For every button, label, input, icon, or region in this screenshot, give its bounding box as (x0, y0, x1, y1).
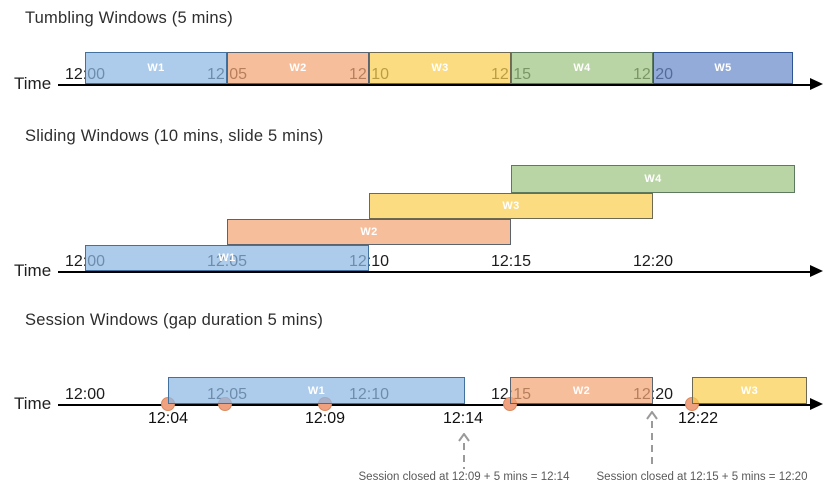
window-label: W1 (218, 252, 236, 264)
arrow-right-icon (810, 265, 823, 277)
session-closed-annotation: Session closed at 12:15 + 5 mins = 12:20 (596, 471, 808, 483)
session-window-w1: W1 (168, 377, 465, 404)
sliding-window-w1: W1 (85, 245, 369, 271)
event-time-label: 12:22 (677, 410, 719, 427)
tumbling-window-w5: W5 (653, 52, 793, 84)
window-label: W3 (502, 200, 520, 212)
session-time-axis-label: Time (14, 394, 52, 413)
sliding-window-w4: W4 (511, 165, 795, 193)
tumbling-window-w4: W4 (511, 52, 653, 84)
arrow-right-icon (810, 398, 823, 410)
event-time-label: 12:09 (304, 410, 346, 427)
window-label: W1 (147, 62, 165, 74)
window-label: W4 (644, 173, 662, 185)
window-label: W2 (572, 384, 591, 397)
tumbling-window-w3: W3 (369, 52, 511, 84)
arrow-right-icon (810, 78, 823, 90)
sliding-time-axis-label: Time (14, 261, 52, 280)
window-label: W1 (307, 384, 326, 397)
tumbling-time-axis-label: Time (14, 74, 52, 93)
session-timeline (58, 404, 812, 406)
sliding-window-w3: W3 (369, 193, 653, 219)
session-closed-annotation: Session closed at 12:09 + 5 mins = 12:14 (358, 471, 570, 483)
sliding-tick: 12:15 (490, 253, 532, 270)
event-time-label: 12:04 (147, 410, 189, 427)
tumbling-window-w1: W1 (85, 52, 227, 84)
arrow-up-icon (646, 411, 658, 467)
session-section-title: Session Windows (gap duration 5 mins) (25, 311, 324, 329)
window-label: W4 (573, 62, 591, 74)
window-label: W5 (714, 62, 732, 74)
window-label: W2 (360, 226, 378, 238)
sliding-tick: 12:20 (632, 253, 674, 270)
session-tick: 12:00 (64, 386, 106, 403)
tumbling-timeline (58, 84, 812, 86)
sliding-timeline (58, 271, 812, 273)
session-window-w3: W3 (692, 377, 807, 404)
window-label: W3 (740, 384, 759, 397)
sliding-window-w2: W2 (227, 219, 511, 245)
event-time-label: 12:14 (442, 410, 484, 427)
session-window-w2: W2 (510, 377, 653, 404)
window-label: W3 (431, 62, 449, 74)
window-label: W2 (289, 62, 307, 74)
tumbling-section-title: Tumbling Windows (5 mins) (25, 9, 233, 27)
sliding-section-title: Sliding Windows (10 mins, slide 5 mins) (25, 127, 324, 145)
tumbling-window-w2: W2 (227, 52, 369, 84)
arrow-up-icon (458, 433, 470, 469)
